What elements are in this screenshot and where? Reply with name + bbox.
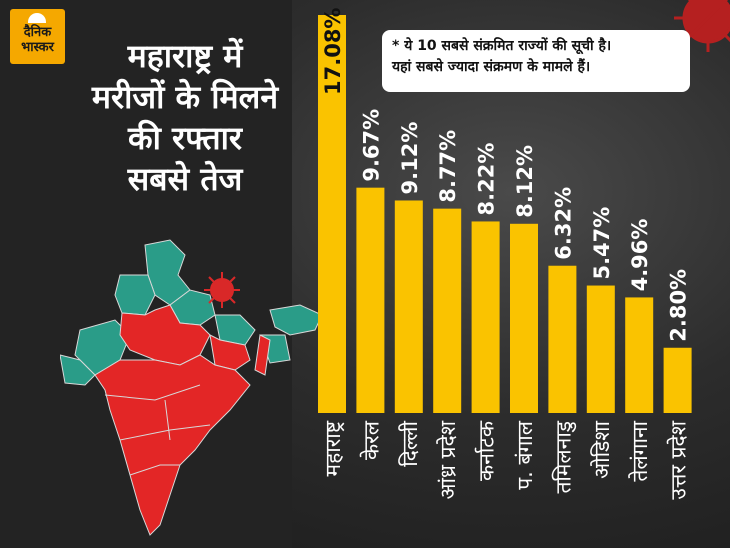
virus-icon <box>204 272 240 308</box>
india-map <box>60 239 323 536</box>
category-label-7: तमिलनाडु <box>551 420 576 493</box>
category-label-10: उत्तर प्रदेश <box>667 420 691 499</box>
headline: महाराष्ट्र में मरीजों के मिलने की रफ्तार… <box>80 36 290 200</box>
headline-line-1: महाराष्ट्र में <box>127 37 243 75</box>
bar-8 <box>586 285 615 413</box>
category-label-8: ओडिशा <box>590 420 614 478</box>
brand-name-line1: दैनिक <box>23 25 52 40</box>
map-red-states <box>94 304 271 536</box>
value-label-3: 9.12% <box>398 122 422 195</box>
note-line-1: * ये 10 सबसे संक्रमित राज्यों की सूची है… <box>392 38 612 54</box>
category-label-4: आंध्र प्रदेश <box>436 420 460 499</box>
headline-line-3: की रफ्तार <box>128 119 242 157</box>
headline-line-4: सबसे तेज <box>127 160 243 198</box>
bar-3 <box>394 200 423 413</box>
brand-logo: दैनिक भास्कर <box>10 9 65 64</box>
bar-1 <box>318 15 346 413</box>
value-label-9: 4.96% <box>628 219 652 292</box>
bars-group: 17.08% महाराष्ट्र 9.67% केरल 9.12% दिल्ली 8.77… <box>318 8 692 500</box>
map-teal-states <box>60 239 323 386</box>
bar-10 <box>663 347 692 413</box>
category-label-3: दिल्ली <box>398 420 422 466</box>
map-borders <box>104 384 211 476</box>
category-label-6: प. बंगाल <box>513 420 537 490</box>
bar-9 <box>625 297 654 413</box>
value-label-4: 8.77% <box>436 130 460 203</box>
bar-2 <box>356 187 385 413</box>
note-box: * ये 10 सबसे संक्रमित राज्यों की सूची है… <box>382 30 690 92</box>
headline-line-2: मरीजों के मिलने <box>91 78 279 116</box>
category-label-9: तेलंगाना <box>628 420 652 481</box>
category-label-1: महाराष्ट्र <box>321 420 345 476</box>
category-label-2: केरल <box>359 420 383 460</box>
sun-icon <box>28 13 46 23</box>
bar-4 <box>433 208 462 413</box>
value-label-1: 17.08% <box>321 8 345 95</box>
note-line-2: यहां सबसे ज्यादा संक्रमण के मामले हैं। <box>392 59 591 75</box>
value-label-8: 5.47% <box>590 207 614 280</box>
value-label-2: 9.67% <box>359 109 383 182</box>
bar-7 <box>548 265 577 413</box>
bar-6 <box>510 223 538 413</box>
brand-name-line2: भास्कर <box>21 40 54 55</box>
value-label-7: 6.32% <box>551 187 575 260</box>
value-label-10: 2.80% <box>667 269 691 342</box>
value-label-5: 8.22% <box>475 143 499 216</box>
bar-5 <box>471 221 500 413</box>
value-label-6: 8.12% <box>513 145 537 218</box>
category-label-5: कर्नाटक <box>475 420 499 481</box>
virus-icon <box>674 0 730 52</box>
